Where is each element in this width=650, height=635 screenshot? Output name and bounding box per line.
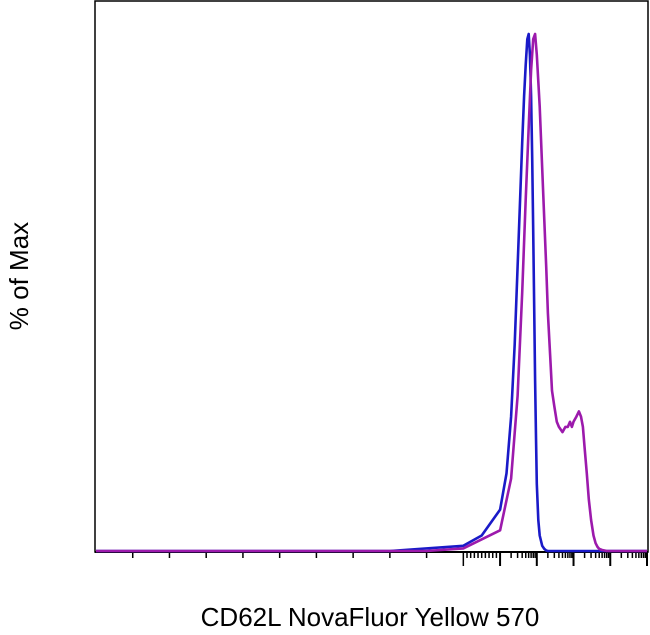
x-axis-title: CD62L NovaFluor Yellow 570	[201, 602, 540, 632]
y-axis-title: % of Max	[4, 222, 34, 330]
x-axis-ticks	[131, 552, 648, 566]
series-layer	[96, 32, 647, 553]
plot-frame	[94, 0, 649, 553]
histogram-series-2	[96, 32, 647, 553]
histogram-series-1	[96, 32, 647, 553]
